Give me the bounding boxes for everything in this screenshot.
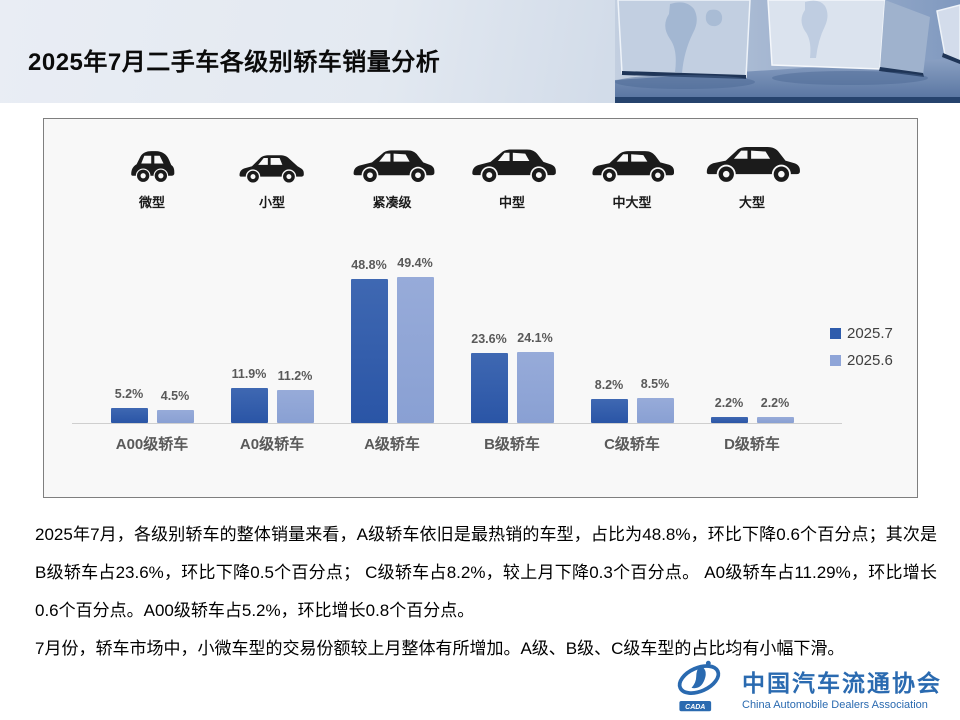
vehicle-type-label: 大型 bbox=[738, 195, 765, 210]
icon-box bbox=[125, 133, 179, 185]
category-label: D级轿车 bbox=[724, 436, 780, 453]
legend-swatch-2025-6 bbox=[830, 355, 841, 366]
bar-column: 4.5% bbox=[156, 249, 194, 423]
cada-logo-text: CADA bbox=[685, 704, 705, 711]
bar-2025.7 bbox=[710, 416, 748, 423]
large-car-icon bbox=[706, 147, 800, 182]
compact-car-icon bbox=[353, 150, 435, 182]
bar-2025.6 bbox=[396, 277, 434, 423]
vehicle-type-compact: 紧凑级 bbox=[332, 133, 452, 211]
bar-column: 49.4% bbox=[396, 249, 434, 423]
analysis-text: 2025年7月，各级别轿车的整体销量来看，A级轿车依旧是最热销的车型，占比为48… bbox=[35, 516, 937, 668]
bar-group: 5.2% 4.5% bbox=[92, 249, 212, 423]
icon-box bbox=[466, 133, 558, 185]
bar-value-label: 2.2% bbox=[760, 395, 790, 410]
vehicle-type-label: 紧凑级 bbox=[372, 195, 412, 210]
category-label: C级轿车 bbox=[604, 436, 660, 453]
decorative-cubes-image bbox=[615, 0, 960, 103]
vehicle-type-label: 小型 bbox=[258, 195, 285, 210]
bar-2025.6 bbox=[276, 390, 314, 423]
legend-swatch-2025-7 bbox=[830, 328, 841, 339]
vehicle-type-small: 小型 bbox=[212, 133, 332, 211]
vehicle-type-large: 大型 bbox=[692, 133, 812, 211]
bar-value-label: 4.5% bbox=[160, 388, 190, 403]
bar-value-label: 8.5% bbox=[640, 376, 670, 391]
org-name-english: China Automobile Dealers Association bbox=[742, 698, 928, 711]
category-label: A0级轿车 bbox=[239, 436, 305, 453]
bar-2025.7 bbox=[470, 353, 508, 423]
category-label: A00级轿车 bbox=[115, 436, 189, 453]
bar-2025.7 bbox=[230, 387, 268, 423]
bar-2025.7 bbox=[110, 407, 148, 423]
mid-large-car-icon bbox=[592, 151, 674, 182]
org-names: 中国汽车流通协会 China Automobile Dealers Associ… bbox=[742, 664, 942, 711]
bar-chart: 5.2% 4.5% 11.9% 11.2% 48.8% 49.4% 23.6% 24.1% 8.… bbox=[92, 249, 814, 423]
icon-box bbox=[348, 133, 436, 185]
header-banner: 2025年7月二手车各级别轿车销量分析 bbox=[0, 0, 960, 103]
category-label: A级轿车 bbox=[364, 436, 420, 453]
vehicle-type-mid-large: 中大型 bbox=[572, 133, 692, 211]
vehicle-type-label: 中型 bbox=[498, 195, 525, 210]
icon-box bbox=[587, 133, 677, 185]
bar-column: 24.1% bbox=[516, 249, 554, 423]
bar-2025.6 bbox=[156, 409, 194, 423]
micro-car-icon bbox=[131, 151, 175, 182]
legend-label: 2025.6 bbox=[847, 352, 893, 369]
bar-value-label: 49.4% bbox=[397, 256, 433, 271]
bar-column: 2.2% bbox=[756, 249, 794, 423]
bar-2025.6 bbox=[636, 397, 674, 423]
legend-item-2025-7: 2025.7 bbox=[830, 325, 893, 342]
bar-value-label: 23.6% bbox=[471, 332, 507, 347]
icon-box bbox=[702, 133, 802, 185]
bar-value-label: 11.9% bbox=[231, 366, 267, 381]
bar-column: 2.2% bbox=[710, 249, 748, 423]
bar-group: 11.9% 11.2% bbox=[212, 249, 332, 423]
bar-2025.7 bbox=[590, 398, 628, 423]
bar-value-label: 2.2% bbox=[714, 395, 744, 410]
chart-panel: 微型 小型 bbox=[43, 118, 918, 498]
bar-column: 11.9% bbox=[230, 249, 268, 423]
category-label: B级轿车 bbox=[484, 436, 540, 453]
vehicle-type-midsize: 中型 bbox=[452, 133, 572, 211]
icon-box bbox=[234, 133, 310, 185]
cada-logo-icon: CADA bbox=[677, 660, 721, 712]
category-axis-labels: A00级轿车 A0级轿车 A级轿车 B级轿车 C级轿车 D级轿车 bbox=[92, 433, 814, 454]
legend-label: 2025.7 bbox=[847, 325, 893, 342]
vehicle-type-label: 微型 bbox=[138, 195, 165, 210]
bar-value-label: 5.2% bbox=[114, 386, 144, 401]
bar-value-label: 24.1% bbox=[517, 330, 553, 345]
bar-2025.6 bbox=[756, 416, 794, 423]
bar-2025.6 bbox=[516, 351, 554, 423]
bar-group: 48.8% 49.4% bbox=[332, 249, 452, 423]
bar-column: 48.8% bbox=[350, 249, 388, 423]
bar-2025.7 bbox=[350, 279, 388, 423]
bar-group: 2.2% 2.2% bbox=[692, 249, 812, 423]
bar-column: 23.6% bbox=[470, 249, 508, 423]
bar-column: 8.2% bbox=[590, 249, 628, 423]
bar-column: 8.5% bbox=[636, 249, 674, 423]
bar-column: 5.2% bbox=[110, 249, 148, 423]
vehicle-type-micro: 微型 bbox=[92, 133, 212, 211]
chart-legend: 2025.7 2025.6 bbox=[830, 325, 893, 369]
vehicle-icons-row: 微型 小型 bbox=[92, 133, 814, 211]
legend-item-2025-6: 2025.6 bbox=[830, 352, 893, 369]
midsize-car-icon bbox=[472, 149, 556, 183]
bar-value-label: 11.2% bbox=[277, 369, 313, 383]
small-car-icon bbox=[239, 155, 304, 183]
bar-group: 23.6% 24.1% bbox=[452, 249, 572, 423]
x-axis-line bbox=[72, 423, 842, 424]
bar-column: 11.2% bbox=[276, 249, 314, 423]
analysis-paragraph-2: 7月份，轿车市场中，小微车型的交易份额较上月整体有所增加。A级、B级、C级车型的… bbox=[35, 639, 845, 658]
analysis-paragraph-1: 2025年7月，各级别轿车的整体销量来看，A级轿车依旧是最热销的车型，占比为48… bbox=[35, 525, 937, 620]
bar-value-label: 8.2% bbox=[594, 377, 624, 392]
org-name-chinese: 中国汽车流通协会 bbox=[742, 669, 942, 696]
vehicle-type-label: 中大型 bbox=[612, 195, 652, 210]
bar-value-label: 48.8% bbox=[351, 258, 387, 272]
footer-logo: CADA 中国汽车流通协会 China Automobile Dealers A… bbox=[666, 659, 942, 715]
page-title: 2025年7月二手车各级别轿车销量分析 bbox=[28, 49, 441, 76]
bar-group: 8.2% 8.5% bbox=[572, 249, 692, 423]
